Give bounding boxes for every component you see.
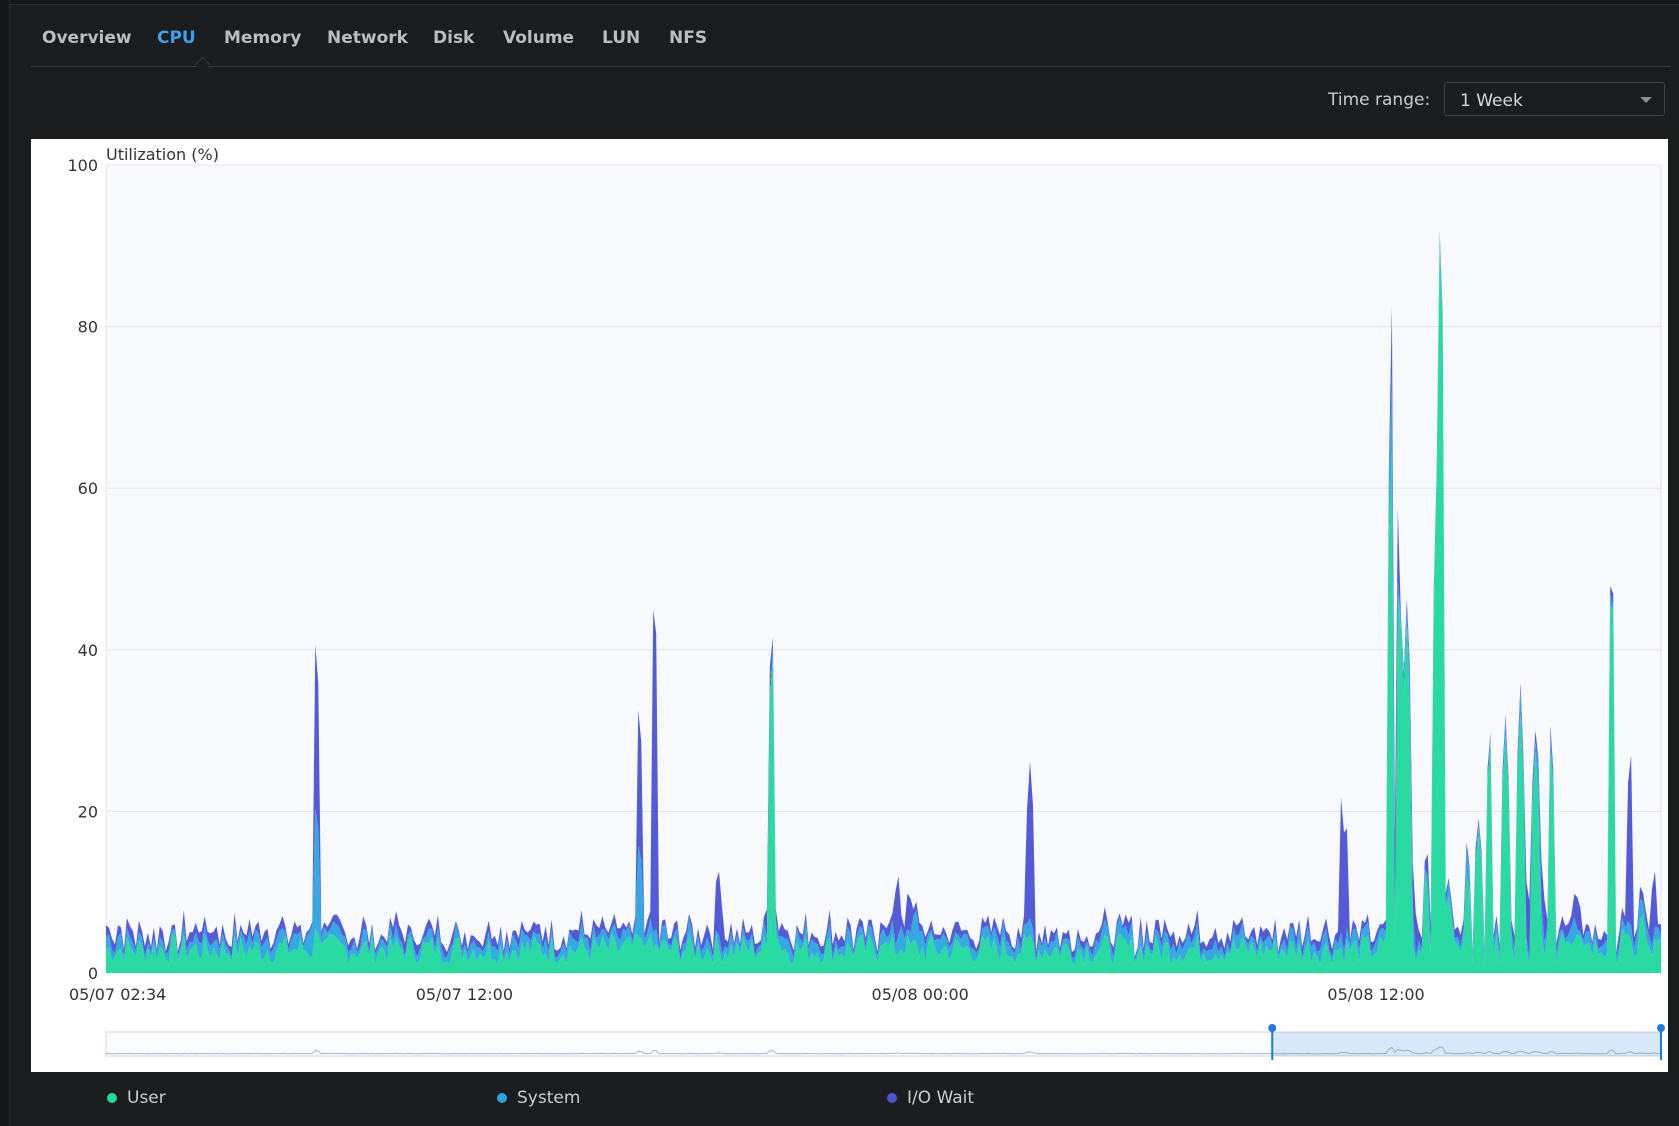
time-range-label: Time range: bbox=[1328, 90, 1431, 110]
y-tick-label: 80 bbox=[78, 318, 98, 337]
y-tick-label: 0 bbox=[88, 964, 98, 983]
navigator-series-line bbox=[105, 1046, 1661, 1055]
x-tick-label: 05/07 02:34 bbox=[69, 985, 166, 1004]
legend-dot-user bbox=[107, 1093, 117, 1103]
legend-dot-iowait bbox=[887, 1093, 897, 1103]
y-tick-label: 40 bbox=[78, 641, 98, 660]
legend-label-system: System bbox=[517, 1088, 581, 1108]
tab-cpu[interactable]: CPU bbox=[157, 28, 196, 48]
time-range-select[interactable]: 1 Week bbox=[1444, 82, 1665, 116]
y-tick-label: 20 bbox=[78, 802, 98, 821]
tab-volume[interactable]: Volume bbox=[503, 28, 575, 48]
legend-item-user[interactable]: User bbox=[107, 1088, 166, 1108]
y-axis-label: Utilization (%) bbox=[106, 145, 219, 164]
legend-item-system[interactable]: System bbox=[497, 1088, 580, 1108]
tab-lun[interactable]: LUN bbox=[602, 28, 641, 48]
series-area-user bbox=[106, 247, 1661, 973]
window-top-edge bbox=[0, 0, 1679, 5]
tab-network[interactable]: Network bbox=[327, 28, 408, 48]
cpu-utilization-chart: 0 20 40 60 80 100 Utilization (%) 05/07 02:34 05… bbox=[67, 145, 1665, 1060]
legend-label-user: User bbox=[127, 1088, 166, 1108]
tab-disk[interactable]: Disk bbox=[433, 28, 475, 48]
legend-dot-system bbox=[497, 1093, 507, 1103]
chevron-down-icon bbox=[1640, 97, 1652, 103]
y-tick-label: 60 bbox=[78, 479, 98, 498]
tab-overview[interactable]: Overview bbox=[42, 28, 132, 48]
navigator-handle-left-knob[interactable] bbox=[1268, 1024, 1277, 1032]
tab-nfs[interactable]: NFS bbox=[669, 28, 708, 48]
x-tick-label: 05/08 00:00 bbox=[872, 985, 969, 1004]
navigator-track bbox=[105, 1031, 1662, 1057]
tab-memory[interactable]: Memory bbox=[224, 28, 302, 48]
legend-label-iowait: I/O Wait bbox=[907, 1088, 975, 1108]
active-tab-indicator bbox=[194, 56, 211, 73]
navigator-handle-right-knob[interactable] bbox=[1657, 1024, 1665, 1032]
plot-background bbox=[105, 164, 1662, 974]
tab-bar: Overview CPU Memory Network Disk Volume … bbox=[31, 0, 1671, 73]
navigator-selection[interactable] bbox=[1272, 1032, 1661, 1056]
legend-item-iowait[interactable]: I/O Wait bbox=[887, 1088, 974, 1108]
cpu-chart-panel: 0 20 40 60 80 100 Utilization (%) 05/07 02:34 05… bbox=[31, 139, 1668, 1072]
x-tick-label: 05/08 12:00 bbox=[1327, 985, 1424, 1004]
x-tick-label: 05/07 12:00 bbox=[416, 985, 513, 1004]
time-range-value: 1 Week bbox=[1460, 91, 1523, 111]
y-tick-label: 100 bbox=[67, 156, 98, 175]
window-left-edge bbox=[0, 0, 10, 1126]
